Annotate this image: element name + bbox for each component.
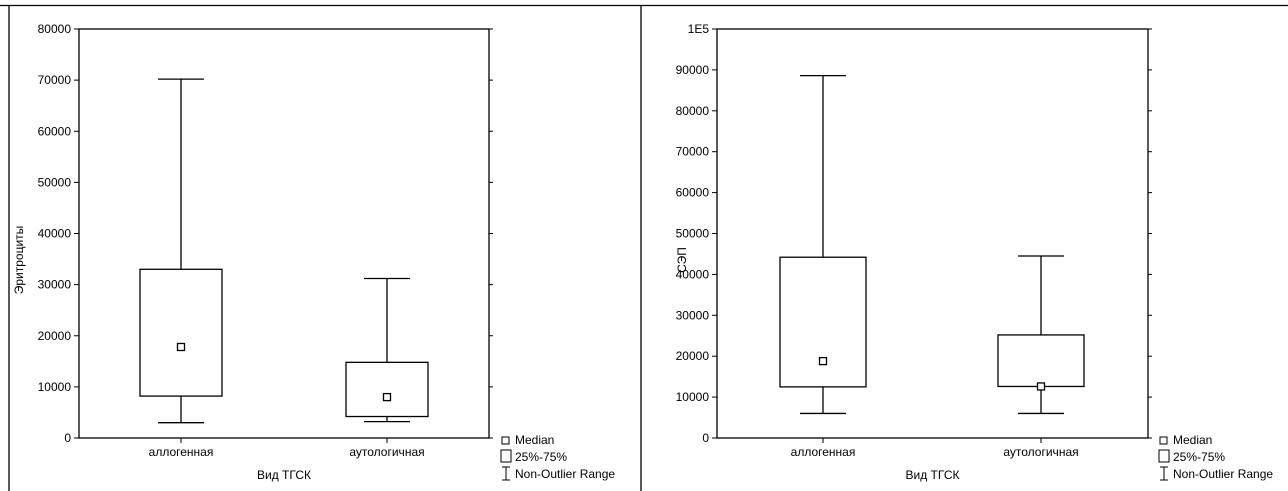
y-tick-label: 20000 (676, 349, 710, 363)
y-tick-label: 50000 (676, 227, 710, 241)
y-tick-label: 70000 (676, 145, 710, 159)
legend-iqr-icon (1158, 449, 1170, 463)
median-marker (176, 342, 186, 352)
legend-median-icon (501, 436, 510, 445)
y-axis-label: СЭП (675, 247, 689, 273)
median-marker (1036, 382, 1046, 391)
x-tick-label: аллогенная (791, 445, 856, 459)
y-tick-label: 40000 (38, 227, 72, 241)
x-tick-label: аллогенная (149, 445, 214, 459)
legend-range-label: Non-Outlier Range (1173, 467, 1273, 481)
x-tick-label: аутологичная (349, 445, 424, 459)
y-tick-label: 60000 (38, 124, 72, 138)
box-iqr (779, 256, 867, 388)
legend-median-label: Median (1173, 433, 1212, 447)
y-tick-label: 0 (702, 431, 709, 445)
y-tick-label: 1E5 (688, 22, 710, 36)
legend-median-label: Median (515, 433, 554, 447)
y-tick-label: 30000 (38, 278, 72, 292)
y-tick-label: 20000 (38, 329, 72, 343)
median-marker (818, 356, 828, 366)
y-tick-label: 80000 (676, 104, 710, 118)
y-tick-label: 90000 (676, 63, 710, 77)
x-axis-label: Вид ТГСК (906, 468, 960, 482)
box-iqr (997, 334, 1085, 388)
chart-sep: 0 10000 20000 30000 40000 50000 60000 70000 8000… (675, 22, 1273, 482)
y-tick-label: 50000 (38, 175, 72, 189)
legend-iqr-icon (500, 449, 512, 463)
y-tick-label: 80000 (38, 22, 72, 36)
legend-iqr-label: 25%-75% (1173, 450, 1225, 464)
legend-median-icon (1159, 436, 1168, 445)
box-iqr (345, 361, 429, 418)
x-axis-label: Вид ТГСК (257, 468, 311, 482)
legend-iqr-label: 25%-75% (515, 450, 567, 464)
chart-erythrocytes: 0 10000 20000 30000 40000 50000 60000 70000 8000… (12, 22, 615, 482)
x-tick-label: аутологичная (1003, 445, 1078, 459)
legend-range-label: Non-Outlier Range (515, 467, 615, 481)
median-marker (382, 392, 392, 402)
y-tick-label: 0 (64, 431, 71, 445)
y-tick-label: 10000 (676, 390, 710, 404)
y-tick-label: 10000 (38, 380, 72, 394)
box-iqr (139, 268, 223, 397)
y-tick-label: 30000 (676, 308, 710, 322)
y-axis-label: Эритроциты (12, 226, 26, 295)
y-tick-label: 60000 (676, 186, 710, 200)
y-tick-label: 70000 (38, 73, 72, 87)
y-tick-label: 40000 (676, 267, 710, 281)
